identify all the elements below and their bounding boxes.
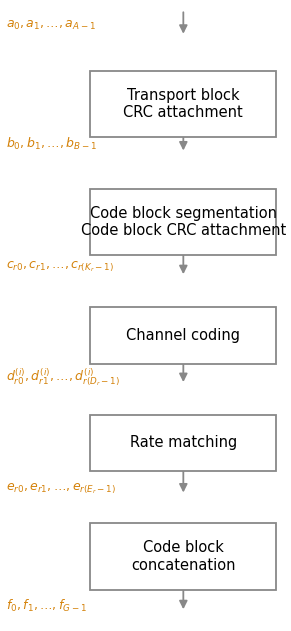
- Text: $f_0, f_1, \ldots, f_{G-1}$: $f_0, f_1, \ldots, f_{G-1}$: [6, 598, 87, 614]
- Text: $e_{r0}, e_{r1}, \ldots, e_{r(E_r-1)}$: $e_{r0}, e_{r1}, \ldots, e_{r(E_r-1)}$: [6, 481, 116, 497]
- Text: Channel coding: Channel coding: [126, 328, 240, 343]
- FancyBboxPatch shape: [90, 524, 276, 589]
- Text: $c_{r0}, c_{r1}, \ldots, c_{r(K_r-1)}$: $c_{r0}, c_{r1}, \ldots, c_{r(K_r-1)}$: [6, 259, 114, 274]
- FancyBboxPatch shape: [90, 71, 276, 138]
- Text: $d_{r0}^{(i)}, d_{r1}^{(i)}, \ldots, d_{r(D_r-1)}^{(i)}$: $d_{r0}^{(i)}, d_{r1}^{(i)}, \ldots, d_{…: [6, 367, 120, 388]
- Text: $b_0, b_1, \ldots, b_{B-1}$: $b_0, b_1, \ldots, b_{B-1}$: [6, 136, 97, 152]
- Text: Transport block
CRC attachment: Transport block CRC attachment: [123, 88, 243, 121]
- Text: Code block
concatenation: Code block concatenation: [131, 540, 236, 573]
- Text: Code block segmentation
Code block CRC attachment: Code block segmentation Code block CRC a…: [81, 206, 286, 239]
- Text: Rate matching: Rate matching: [130, 435, 237, 451]
- FancyBboxPatch shape: [90, 189, 276, 255]
- Text: $a_0, a_1, \ldots, a_{A-1}$: $a_0, a_1, \ldots, a_{A-1}$: [6, 19, 96, 32]
- FancyBboxPatch shape: [90, 307, 276, 364]
- FancyBboxPatch shape: [90, 415, 276, 471]
